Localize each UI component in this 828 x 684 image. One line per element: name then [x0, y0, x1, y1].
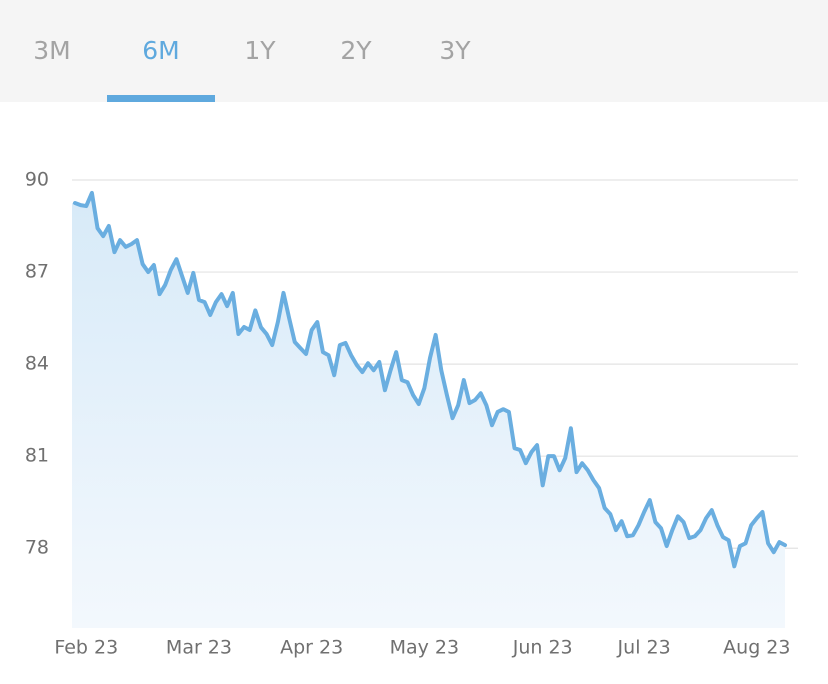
- tab[interactable]: 6M: [142, 36, 179, 65]
- y-tick-label: 81: [25, 445, 49, 467]
- x-tick-label: Mar 23: [166, 637, 232, 659]
- area-fill: [72, 192, 785, 628]
- tab[interactable]: 3Y: [439, 36, 471, 65]
- x-tick-label: Jun 23: [512, 637, 573, 659]
- y-tick-label: 87: [25, 261, 49, 283]
- tab[interactable]: 1Y: [244, 36, 276, 65]
- tab-bar: [0, 0, 828, 102]
- x-tick-label: May 23: [390, 637, 460, 659]
- x-tick-label: Aug 23: [723, 637, 790, 659]
- chart: 78 81 84 87 90 Feb 23 Mar 23 Apr 23 May 23 Jun 23…: [25, 169, 798, 659]
- x-tick-label: Jul 23: [617, 637, 671, 659]
- tab-underline: [107, 95, 215, 102]
- tab[interactable]: 3M: [33, 36, 70, 65]
- x-tick-label: Feb 23: [54, 637, 118, 659]
- y-tick-label: 90: [25, 169, 49, 191]
- price-line: [73, 190, 787, 569]
- tabs: 3M 6M 1Y 2Y 3Y: [33, 36, 471, 102]
- tab[interactable]: 2Y: [340, 36, 372, 65]
- y-tick-label: 84: [25, 353, 49, 375]
- y-tick-label: 78: [25, 537, 49, 559]
- x-tick-label: Apr 23: [280, 637, 343, 659]
